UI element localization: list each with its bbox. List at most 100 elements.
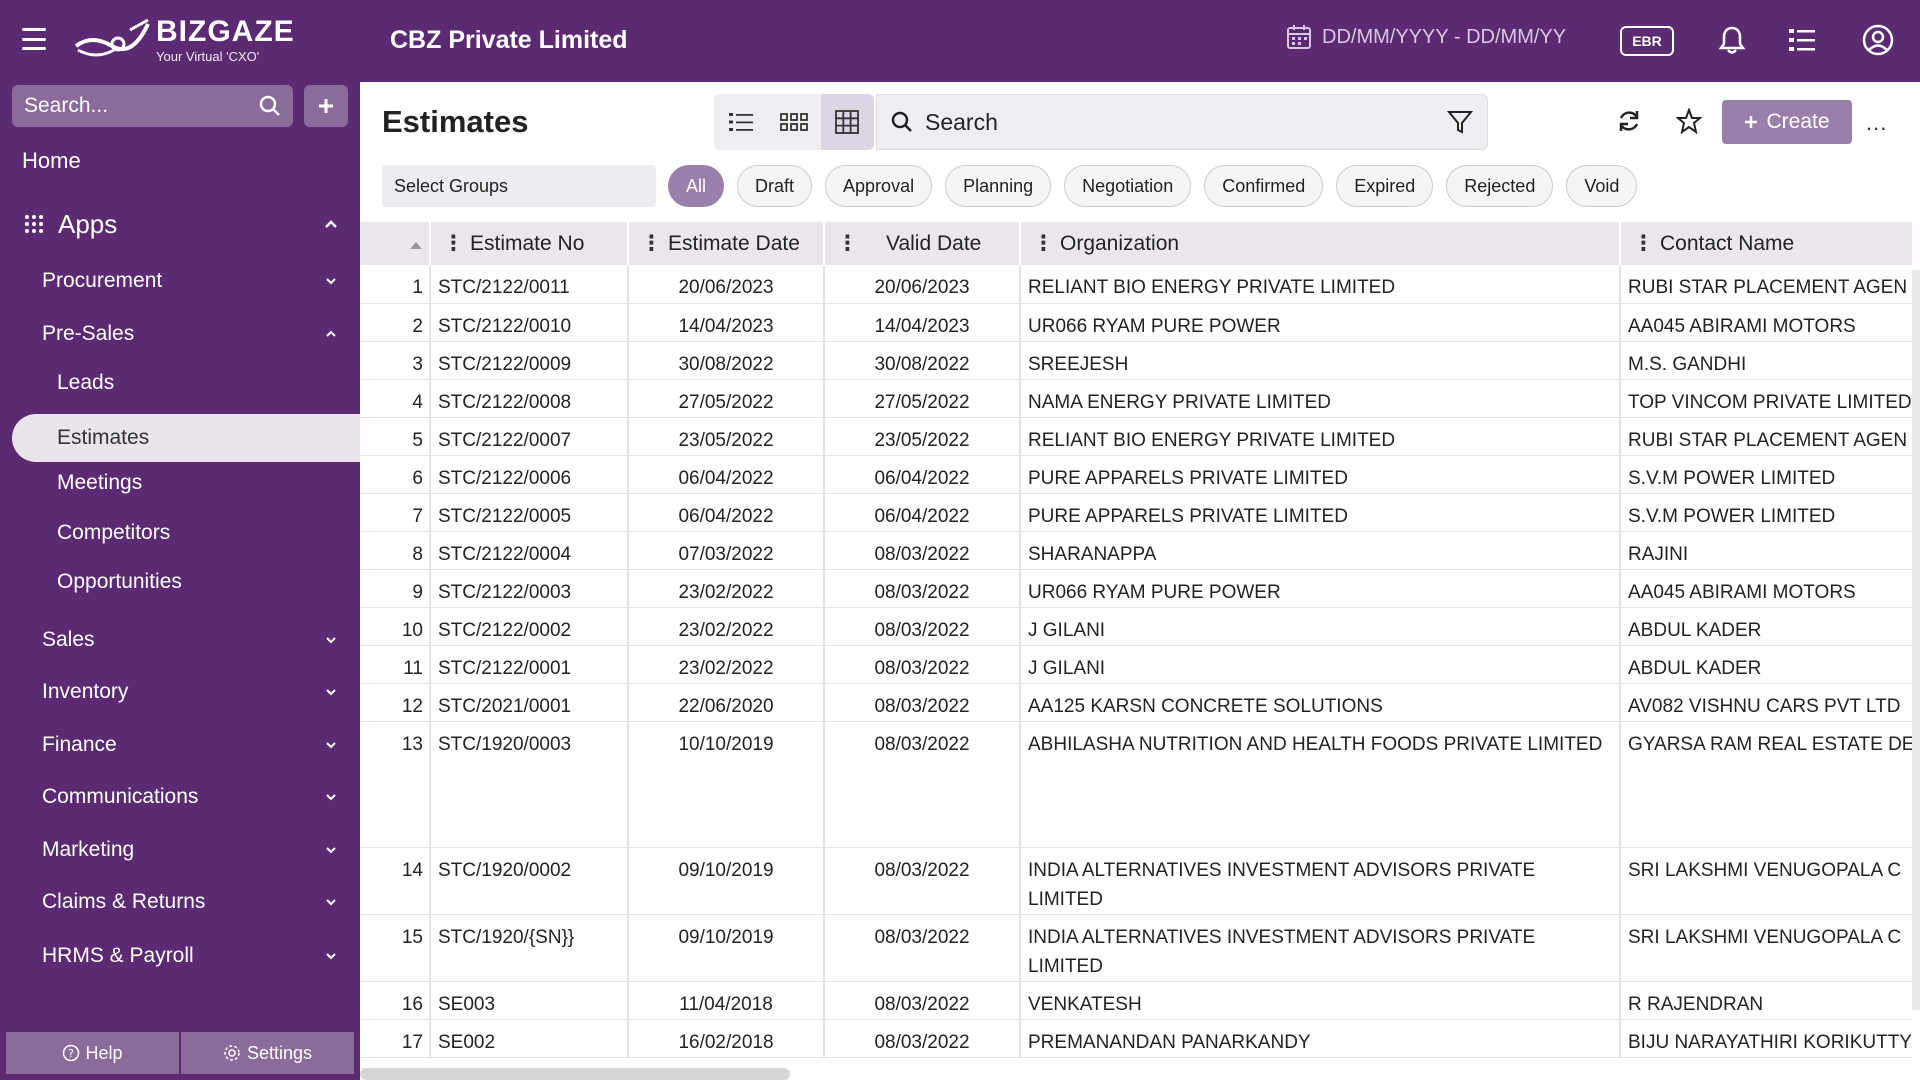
sidebar-item-competitors[interactable]: Competitors <box>0 516 360 550</box>
sidebar-item-marketing[interactable]: Marketing <box>0 833 360 867</box>
sidebar-item-claims-returns[interactable]: Claims & Returns <box>0 885 360 919</box>
settings-button[interactable]: Settings <box>181 1032 354 1074</box>
estimate-no-cell[interactable]: SE003 <box>430 981 629 1020</box>
sidebar-item-hrms-payroll[interactable]: HRMS & Payroll <box>0 939 360 973</box>
user-icon[interactable] <box>1862 24 1894 56</box>
column-label: Valid Date <box>886 232 982 255</box>
column-header-organization[interactable]: ⋮ Organization <box>1020 222 1621 265</box>
table-row[interactable]: 12 STC/2021/0001 22/06/2020 08/03/2022 AA125… <box>360 683 1912 722</box>
filter-chip-draft[interactable]: Draft <box>737 165 813 207</box>
select-groups-dropdown[interactable]: Select Groups <box>382 165 656 207</box>
table-row[interactable]: 11 STC/2122/0001 23/02/2022 08/03/2022 J GIL… <box>360 645 1912 684</box>
search-icon[interactable] <box>259 95 281 117</box>
sidebar-item-pre-sales[interactable]: Pre-Sales <box>0 317 360 351</box>
table-row[interactable]: 14 STC/1920/0002 09/10/2019 08/03/2022 INDIA… <box>360 847 1912 915</box>
estimate-no-cell[interactable]: STC/2122/0006 <box>430 455 629 494</box>
row-number-header[interactable] <box>360 222 431 265</box>
table-row[interactable]: 8 STC/2122/0004 07/03/2022 08/03/2022 SHARAN… <box>360 531 1912 570</box>
sidebar-item-home[interactable]: Home <box>0 146 360 176</box>
bell-icon[interactable] <box>1716 24 1748 56</box>
estimate-no-cell[interactable]: STC/2021/0001 <box>430 683 629 722</box>
column-menu-icon[interactable]: ⋮ <box>443 232 464 255</box>
estimate-no-cell[interactable]: STC/1920/0003 <box>430 721 629 848</box>
table-row[interactable]: 16 SE003 11/04/2018 08/03/2022 VENKATESH R RA… <box>360 981 1912 1020</box>
table-row[interactable]: 13 STC/1920/0003 10/10/2019 08/03/2022 ABHIL… <box>360 721 1912 848</box>
sidebar-item-communications[interactable]: Communications <box>0 780 360 814</box>
star-icon[interactable] <box>1676 108 1702 134</box>
refresh-icon[interactable] <box>1616 108 1642 134</box>
menu-icon[interactable] <box>22 28 46 50</box>
company-name[interactable]: CBZ Private Limited <box>390 26 628 54</box>
row-number: 1 <box>360 265 431 304</box>
sidebar-item-apps[interactable]: Apps <box>0 204 360 244</box>
filter-chip-negotiation[interactable]: Negotiation <box>1064 165 1192 207</box>
filter-chip-all[interactable]: All <box>668 165 725 207</box>
grid-view-button[interactable] <box>820 94 874 150</box>
sidebar-item-sales[interactable]: Sales <box>0 623 360 657</box>
column-menu-icon[interactable]: ⋮ <box>837 232 858 255</box>
estimate-no-cell[interactable]: SE002 <box>430 1019 629 1058</box>
estimate-no-cell[interactable]: STC/2122/0011 <box>430 265 629 304</box>
column-header-estimate-no[interactable]: ⋮ Estimate No <box>430 222 629 265</box>
estimate-no-cell[interactable]: STC/2122/0003 <box>430 569 629 608</box>
table-row[interactable]: 10 STC/2122/0002 23/02/2022 08/03/2022 J GIL… <box>360 607 1912 646</box>
estimate-no-cell[interactable]: STC/2122/0001 <box>430 645 629 684</box>
table-row[interactable]: 9 STC/2122/0003 23/02/2022 08/03/2022 UR066 … <box>360 569 1912 608</box>
filter-chip-void[interactable]: Void <box>1566 165 1638 207</box>
date-range-picker[interactable]: DD/MM/YYYY - DD/MM/YY <box>1286 24 1566 50</box>
sidebar-item-leads[interactable]: Leads <box>0 366 360 400</box>
table-row[interactable]: 5 STC/2122/0007 23/05/2022 23/05/2022 RELIAN… <box>360 417 1912 456</box>
sidebar-item-procurement[interactable]: Procurement <box>0 264 360 298</box>
filter-chip-confirmed[interactable]: Confirmed <box>1204 165 1324 207</box>
create-button[interactable]: Create <box>1722 100 1852 144</box>
estimate-no-cell[interactable]: STC/1920/{SN}} <box>430 914 629 982</box>
horizontal-scrollbar[interactable] <box>360 1068 790 1080</box>
filter-chip-rejected[interactable]: Rejected <box>1446 165 1554 207</box>
filter-chip-approval[interactable]: Approval <box>825 165 933 207</box>
organization-cell: UR066 RYAM PURE POWER <box>1020 569 1621 608</box>
list-view-button[interactable] <box>714 94 767 150</box>
table-row[interactable]: 7 STC/2122/0005 06/04/2022 06/04/2022 PURE A… <box>360 493 1912 532</box>
sidebar-item-estimates[interactable]: Estimates <box>0 421 360 455</box>
table-row[interactable]: 3 STC/2122/0009 30/08/2022 30/08/2022 SREEJE… <box>360 341 1912 380</box>
ebr-button[interactable]: EBR <box>1620 26 1674 56</box>
column-header-contact-name[interactable]: ⋮ Contact Name <box>1620 222 1912 265</box>
column-menu-icon[interactable]: ⋮ <box>1033 232 1054 255</box>
table-row[interactable]: 15 STC/1920/{SN}} 09/10/2019 08/03/2022 INDI… <box>360 914 1912 982</box>
filter-chip-expired[interactable]: Expired <box>1336 165 1434 207</box>
sidebar-search-input[interactable]: Search... <box>12 85 293 127</box>
sidebar-add-button[interactable] <box>304 85 348 127</box>
card-view-button[interactable] <box>767 94 820 150</box>
estimate-no-cell[interactable]: STC/2122/0007 <box>430 417 629 456</box>
column-header-valid-date[interactable]: ⋮ Valid Date <box>824 222 1021 265</box>
logo[interactable]: BIZGAZE Your Virtual 'CXO' <box>72 16 295 64</box>
estimate-no-cell[interactable]: STC/2122/0008 <box>430 379 629 418</box>
sidebar-item-meetings[interactable]: Meetings <box>0 466 360 500</box>
estimate-no-cell[interactable]: STC/2122/0005 <box>430 493 629 532</box>
sidebar-item-opportunities[interactable]: Opportunities <box>0 565 360 599</box>
sidebar-item-finance[interactable]: Finance <box>0 728 360 762</box>
filter-icon[interactable] <box>1447 109 1473 135</box>
estimate-no-cell[interactable]: STC/2122/0010 <box>430 303 629 342</box>
vertical-scrollbar[interactable] <box>1912 270 1920 1010</box>
search-input[interactable]: Search <box>876 94 1488 150</box>
sidebar-item-label: Procurement <box>42 269 163 292</box>
help-button[interactable]: ? Help <box>6 1032 181 1074</box>
column-header-estimate-date[interactable]: ⋮ Estimate Date <box>628 222 825 265</box>
list-icon[interactable] <box>1786 24 1818 56</box>
estimate-no-cell[interactable]: STC/2122/0009 <box>430 341 629 380</box>
settings-label: Settings <box>246 1042 313 1063</box>
table-row[interactable]: 4 STC/2122/0008 27/05/2022 27/05/2022 NAMA E… <box>360 379 1912 418</box>
column-menu-icon[interactable]: ⋮ <box>641 232 662 255</box>
column-menu-icon[interactable]: ⋮ <box>1633 232 1654 255</box>
table-row[interactable]: 2 STC/2122/0010 14/04/2023 14/04/2023 UR066 … <box>360 303 1912 342</box>
filter-chip-planning[interactable]: Planning <box>945 165 1052 207</box>
table-row[interactable]: 1 STC/2122/0011 20/06/2023 20/06/2023 RELIAN… <box>360 265 1912 304</box>
table-row[interactable]: 6 STC/2122/0006 06/04/2022 06/04/2022 PURE A… <box>360 455 1912 494</box>
estimate-no-cell[interactable]: STC/1920/0002 <box>430 847 629 915</box>
estimate-no-cell[interactable]: STC/2122/0002 <box>430 607 629 646</box>
more-options-icon[interactable]: ... <box>1866 110 1888 135</box>
table-row[interactable]: 17 SE002 16/02/2018 08/03/2022 PREMANANDAN P… <box>360 1019 1912 1058</box>
estimate-no-cell[interactable]: STC/2122/0004 <box>430 531 629 570</box>
sidebar-item-inventory[interactable]: Inventory <box>0 675 360 709</box>
